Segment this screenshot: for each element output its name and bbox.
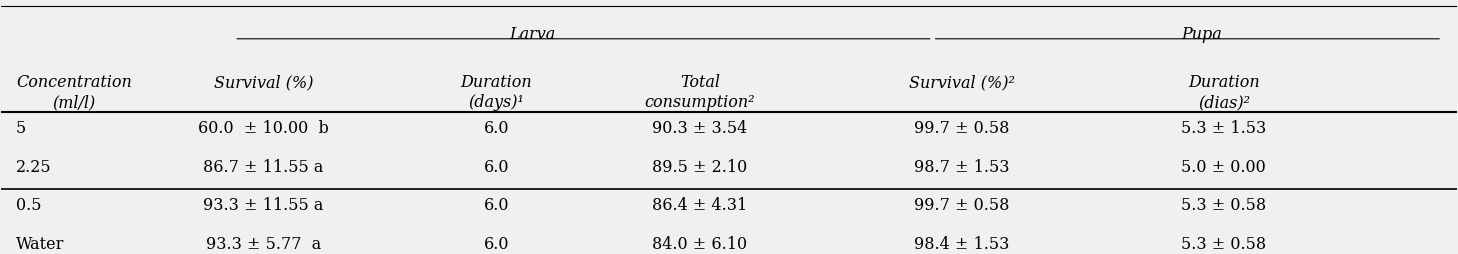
- Text: 93.3 ± 11.55 a: 93.3 ± 11.55 a: [203, 197, 324, 213]
- Text: 99.7 ± 0.58: 99.7 ± 0.58: [914, 120, 1009, 137]
- Text: 6.0: 6.0: [484, 120, 509, 137]
- Text: 93.3 ± 5.77  a: 93.3 ± 5.77 a: [206, 235, 321, 252]
- Text: 98.7 ± 1.53: 98.7 ± 1.53: [914, 158, 1009, 175]
- Text: 6.0: 6.0: [484, 197, 509, 213]
- Text: Survival (%): Survival (%): [213, 74, 313, 91]
- Text: 0.5: 0.5: [16, 197, 41, 213]
- Text: 84.0 ± 6.10: 84.0 ± 6.10: [652, 235, 748, 252]
- Text: 98.4 ± 1.53: 98.4 ± 1.53: [914, 235, 1009, 252]
- Text: Water: Water: [16, 235, 64, 252]
- Text: 5.3 ± 0.58: 5.3 ± 0.58: [1181, 197, 1267, 213]
- Text: Concentration
(ml/l): Concentration (ml/l): [16, 74, 131, 110]
- Text: 5.3 ± 1.53: 5.3 ± 1.53: [1181, 120, 1267, 137]
- Text: 86.7 ± 11.55 a: 86.7 ± 11.55 a: [203, 158, 324, 175]
- Text: 5: 5: [16, 120, 26, 137]
- Text: Duration
(days)¹: Duration (days)¹: [461, 74, 532, 110]
- Text: 6.0: 6.0: [484, 235, 509, 252]
- Text: 86.4 ± 4.31: 86.4 ± 4.31: [652, 197, 748, 213]
- Text: 5.3 ± 0.58: 5.3 ± 0.58: [1181, 235, 1267, 252]
- Text: 90.3 ± 3.54: 90.3 ± 3.54: [652, 120, 748, 137]
- Text: 5.0 ± 0.00: 5.0 ± 0.00: [1181, 158, 1266, 175]
- Text: Duration
(dias)²: Duration (dias)²: [1188, 74, 1260, 110]
- Text: Pupa: Pupa: [1181, 26, 1222, 43]
- Text: 2.25: 2.25: [16, 158, 51, 175]
- Text: Total
consumption²: Total consumption²: [644, 74, 755, 110]
- Text: 89.5 ± 2.10: 89.5 ± 2.10: [652, 158, 748, 175]
- Text: Survival (%)²: Survival (%)²: [908, 74, 1015, 91]
- Text: 99.7 ± 0.58: 99.7 ± 0.58: [914, 197, 1009, 213]
- Text: 6.0: 6.0: [484, 158, 509, 175]
- Text: Larva: Larva: [509, 26, 555, 43]
- Text: 60.0  ± 10.00  b: 60.0 ± 10.00 b: [198, 120, 328, 137]
